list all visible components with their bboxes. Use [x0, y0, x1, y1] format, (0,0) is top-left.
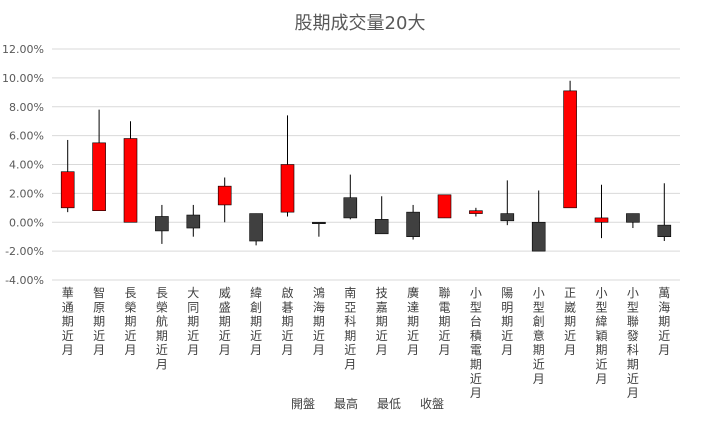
- candle-body: [280, 164, 295, 213]
- y-tick-label: 6.00%: [9, 130, 44, 143]
- chart-title: 股期成交量20大: [295, 13, 426, 34]
- candle: [374, 196, 389, 235]
- candle-body: [60, 171, 75, 209]
- x-category-label: 技嘉期近月: [376, 286, 388, 357]
- x-category-label: 廣達期近月: [407, 286, 419, 357]
- candle: [437, 194, 452, 219]
- candle-body: [563, 90, 577, 209]
- candle-body: [343, 197, 358, 219]
- candle: [343, 174, 358, 220]
- candle: [249, 213, 263, 246]
- candle-body: [92, 142, 106, 211]
- x-category-label: 南亞科期近月: [344, 285, 356, 372]
- y-tick-label: 4.00%: [9, 159, 44, 172]
- candle: [594, 184, 609, 239]
- candle: [500, 180, 515, 226]
- x-category-label: 長榮航期近月: [156, 286, 168, 372]
- x-axis-labels: 華通期近月 智原期近月 長榮期近月 長榮航期近月 大同期近月 威盛期近月 緯創期近月 啟碁期近…: [62, 285, 671, 400]
- candle-body: [626, 213, 640, 223]
- candle: [469, 207, 483, 217]
- x-category-label: 陽明期近月: [501, 286, 513, 357]
- legend-entry: 收盤: [420, 397, 444, 411]
- candle-body: [594, 217, 609, 223]
- candle-body: [312, 221, 326, 224]
- x-category-label: 聯電期近月: [438, 286, 450, 357]
- y-tick-label: 2.00%: [9, 187, 44, 200]
- candle-body: [155, 216, 169, 232]
- x-category-label: 華通期近月: [62, 286, 74, 357]
- y-axis-ticks: 12.00% 10.00% 8.00% 6.00% 4.00% 2.00% 0.00% -2.…: [2, 43, 44, 287]
- candle-body: [657, 224, 672, 237]
- x-category-label: 小型台積電期近月: [470, 286, 482, 400]
- candle: [626, 213, 640, 229]
- x-category-label: 威盛期近月: [219, 286, 231, 357]
- y-tick-label: 8.00%: [9, 101, 44, 114]
- x-category-label: 鴻海期近月: [313, 286, 325, 357]
- candle-body: [374, 219, 389, 235]
- candle: [563, 80, 577, 209]
- x-category-label: 小型聯發科期近月: [627, 286, 639, 400]
- candle-body: [217, 185, 232, 206]
- x-category-label: 啟碁期近月: [281, 285, 293, 357]
- candle-body: [500, 213, 515, 222]
- candle-body: [406, 211, 420, 237]
- x-category-label: 長榮期近月: [124, 286, 136, 357]
- legend-entry: 開盤: [291, 397, 315, 411]
- candle-body: [531, 221, 546, 252]
- candle: [406, 204, 420, 240]
- candle: [155, 204, 169, 244]
- candle-body: [123, 138, 138, 223]
- legend-entry: 最高: [334, 396, 358, 411]
- candle: [531, 190, 546, 252]
- x-category-label: 小型創意期近月: [533, 286, 545, 386]
- y-tick-label: -4.00%: [5, 274, 44, 287]
- legend-entry: 最低: [377, 397, 401, 411]
- candle: [92, 109, 106, 211]
- y-tick-label: 12.00%: [2, 43, 44, 56]
- candle: [186, 204, 201, 237]
- candle: [60, 139, 75, 213]
- candle-body: [437, 194, 452, 219]
- candle: [217, 177, 232, 223]
- candle: [312, 221, 326, 237]
- candle-body: [249, 213, 263, 242]
- candle-body: [186, 214, 201, 229]
- x-category-label: 正崴期近月: [564, 286, 576, 357]
- y-tick-label: -2.00%: [5, 245, 44, 258]
- candle-body: [469, 210, 483, 214]
- legend: 開盤 最高 最低 收盤: [291, 396, 444, 411]
- candle: [280, 115, 295, 217]
- x-category-label: 緯創期近月: [250, 285, 262, 357]
- x-category-label: 萬海期近月: [658, 286, 670, 357]
- y-tick-label: 10.00%: [2, 72, 44, 85]
- x-category-label: 小型緯穎期近月: [595, 286, 607, 386]
- x-category-label: 智原期近月: [93, 285, 105, 357]
- candles: [60, 80, 672, 252]
- candle: [657, 183, 672, 242]
- candle: [123, 121, 138, 223]
- gridlines: [52, 48, 680, 281]
- x-category-label: 大同期近月: [187, 286, 199, 357]
- y-tick-label: 0.00%: [9, 216, 44, 229]
